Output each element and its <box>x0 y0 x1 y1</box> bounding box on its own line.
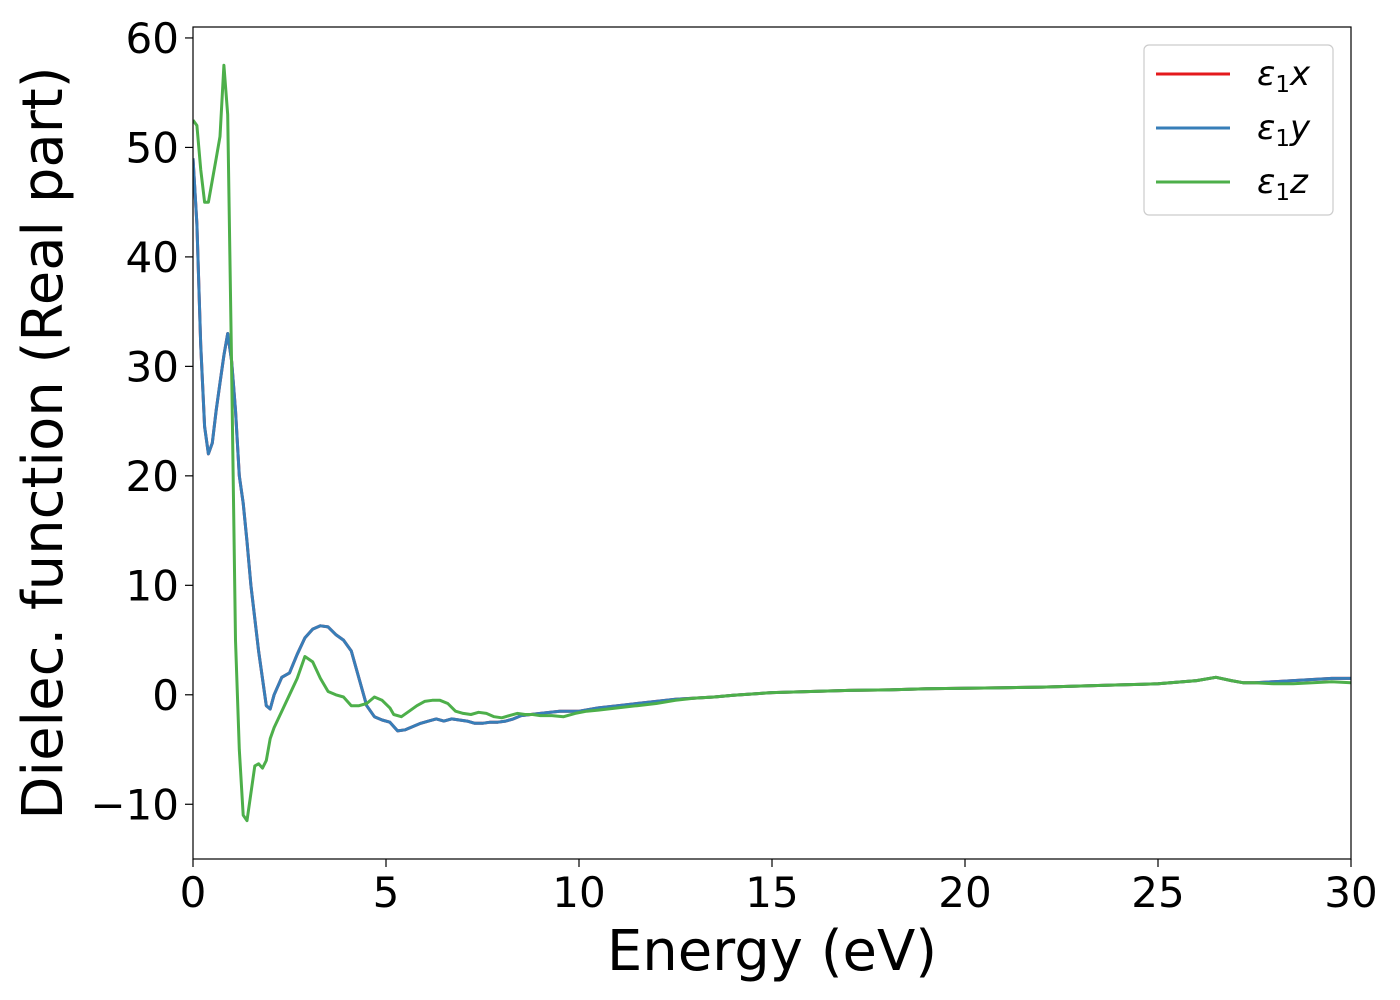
y-tick-label: 10 <box>126 561 179 610</box>
y-tick-label: 0 <box>152 671 179 720</box>
x-tick-label: 30 <box>1324 868 1377 917</box>
y-tick-label: 50 <box>126 123 179 172</box>
series-line-z <box>193 63 1351 823</box>
x-tick-label: 25 <box>1131 868 1184 917</box>
y-tick-label: 30 <box>126 342 179 391</box>
x-axis-label: Energy (eV) <box>607 919 937 984</box>
y-tick-label: 20 <box>126 452 179 501</box>
series-layer <box>193 63 1351 823</box>
series-line-y <box>193 158 1351 733</box>
y-axis-label: Dielec. function (Real part) <box>11 66 76 819</box>
legend-label-y: ε1y <box>1257 108 1311 152</box>
y-tick-label: −10 <box>90 780 179 829</box>
x-tick-label: 5 <box>373 868 400 917</box>
y-tick-label: 40 <box>126 233 179 282</box>
legend: ε1x ε1y ε1z <box>1143 44 1334 216</box>
legend-label-z: ε1z <box>1257 162 1309 206</box>
x-tick-label: 20 <box>938 868 991 917</box>
plot-frame <box>192 26 1352 860</box>
x-tick-label: 15 <box>745 868 798 917</box>
y-tick-label: 60 <box>126 14 179 63</box>
x-tick-label: 10 <box>552 868 605 917</box>
series-line-x <box>193 158 1351 733</box>
x-tick-label: 0 <box>180 868 207 917</box>
legend-label-x: ε1x <box>1257 54 1311 98</box>
legend-box <box>1143 44 1334 216</box>
